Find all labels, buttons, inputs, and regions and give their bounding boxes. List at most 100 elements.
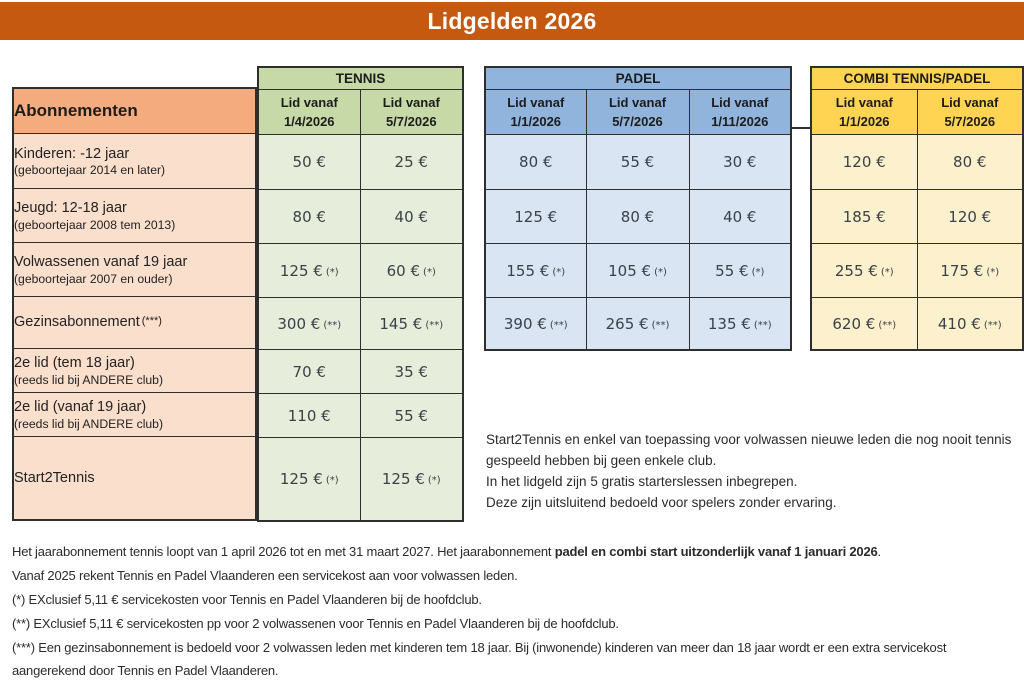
price-value: 60 € bbox=[386, 261, 421, 280]
membership-start-date: 5/7/2026 bbox=[385, 114, 437, 129]
price-value: 40 € bbox=[723, 207, 757, 226]
row-label: Volwassenen vanaf 19 jaar bbox=[14, 254, 188, 271]
membership-start-date: 1/11/2026 bbox=[711, 114, 769, 129]
row-label-cell: Start2Tennis bbox=[12, 436, 257, 521]
price-value: 80 € bbox=[292, 207, 326, 226]
price-value: 155 € bbox=[506, 261, 550, 280]
price-value: 120 € bbox=[842, 153, 886, 171]
price-value: 185 € bbox=[842, 207, 886, 226]
price-cell: 175 € (*) bbox=[916, 243, 1024, 298]
price-value: 175 € bbox=[940, 261, 984, 280]
price-cell: 125 € (*) bbox=[359, 437, 464, 522]
price-footnote-marker: (*) bbox=[325, 475, 339, 486]
price-cell: 410 € (**) bbox=[916, 297, 1024, 351]
price-value: 70 € bbox=[292, 362, 326, 381]
subscriptions-header-cell: Abonnementen bbox=[12, 87, 257, 134]
membership-start-date: 5/7/2026 bbox=[612, 114, 663, 129]
row-label: Start2Tennis bbox=[14, 469, 95, 486]
membership-start-date: 5/7/2026 bbox=[944, 114, 996, 129]
footer-paragraph: Vanaf 2025 rekent Tennis en Padel Vlaand… bbox=[12, 564, 1017, 587]
price-value: 80 € bbox=[519, 153, 553, 171]
price-footnote-marker: (**) bbox=[425, 319, 444, 331]
price-footnote-marker: (**) bbox=[323, 319, 342, 331]
membership-start-label: Lid vanaf bbox=[835, 95, 893, 110]
price-cell: 125 € (*) bbox=[257, 437, 361, 522]
price-value: 620 € bbox=[832, 314, 876, 333]
membership-start-label: Lid vanaf bbox=[280, 95, 338, 110]
row-label-cell: Kinderen: -12 jaar (geboortejaar 2014 en … bbox=[12, 133, 257, 189]
price-footnote-marker: (**) bbox=[549, 319, 568, 331]
combi-col-header-1: Lid vanaf 1/1/2026 bbox=[810, 89, 918, 135]
price-cell: 255 € (*) bbox=[810, 243, 918, 298]
footer-paragraph: Het jaarabonnement tennis loopt van 1 ap… bbox=[12, 540, 1017, 563]
footer-text: padel en combi start uitzonderlijk vanaf… bbox=[554, 544, 878, 559]
price-footnote-marker: (*) bbox=[880, 266, 894, 278]
price-cell: 40 € bbox=[688, 189, 792, 244]
tennis-price-table: TENNIS Lid vanaf 1/4/2026 Lid vanaf 5/7/2026… bbox=[257, 66, 465, 522]
row-sublabel: (reeds lid bij ANDERE club) bbox=[14, 416, 164, 431]
footer-paragraph: (***) Een gezinsabonnement is bedoeld vo… bbox=[12, 636, 1017, 682]
price-value: 135 € bbox=[707, 314, 751, 333]
footer-text: (**) EXclusief 5,11 € servicekosten pp v… bbox=[12, 616, 619, 631]
price-cell: 120 € bbox=[916, 189, 1024, 244]
row-label: 2e lid (tem 18 jaar) bbox=[14, 355, 135, 372]
page-title: Lidgelden 2026 bbox=[427, 7, 597, 34]
membership-start-date: 1/1/2026 bbox=[838, 114, 890, 129]
membership-start-date: 1/4/2026 bbox=[283, 114, 335, 129]
padel-group-header: PADEL bbox=[484, 66, 792, 90]
price-cell: 125 € bbox=[484, 189, 587, 244]
price-cell: 50 € bbox=[257, 134, 361, 190]
price-value: 110 € bbox=[287, 406, 331, 425]
price-cell: 80 € bbox=[916, 134, 1024, 190]
price-value: 120 € bbox=[948, 207, 992, 226]
tennis-col-header-2: Lid vanaf 5/7/2026 bbox=[359, 89, 464, 135]
price-value: 50 € bbox=[292, 153, 326, 171]
padel-col-header-1: Lid vanaf 1/1/2026 bbox=[484, 89, 587, 135]
price-cell: 105 € (*) bbox=[585, 243, 690, 298]
price-footnote-marker: (**) bbox=[983, 319, 1002, 331]
row-sublabel: (geboortejaar 2014 en later) bbox=[14, 163, 166, 178]
footer-text: (***) Een gezinsabonnement is bedoeld vo… bbox=[12, 640, 947, 678]
price-value: 55 € bbox=[394, 406, 428, 425]
row-label: Kinderen: -12 jaar bbox=[14, 145, 130, 162]
row-label-cell: Volwassenen vanaf 19 jaar (geboortejaar 2… bbox=[12, 242, 257, 297]
row-sublabel: (reeds lid bij ANDERE club) bbox=[14, 372, 164, 387]
price-footnote-marker: (**) bbox=[878, 319, 897, 331]
membership-start-date: 1/1/2026 bbox=[510, 114, 562, 129]
membership-start-label: Lid vanaf bbox=[507, 95, 565, 110]
row-label-note: (***) bbox=[141, 315, 162, 328]
row-label-cell: Jeugd: 12-18 jaar (geboortejaar 2008 tem … bbox=[12, 188, 257, 243]
price-cell: 390 € (**) bbox=[484, 297, 587, 351]
price-value: 125 € bbox=[514, 207, 558, 226]
price-value: 55 € bbox=[715, 261, 749, 280]
tennis-group-header: TENNIS bbox=[257, 66, 464, 90]
price-footnote-marker: (*) bbox=[325, 266, 339, 278]
grid-connector-line bbox=[790, 127, 812, 129]
row-label: Jeugd: 12-18 jaar bbox=[14, 200, 127, 217]
membership-start-label: Lid vanaf bbox=[941, 95, 999, 110]
price-value: 125 € bbox=[279, 261, 323, 280]
price-value: 35 € bbox=[394, 362, 428, 381]
price-value: 40 € bbox=[394, 207, 428, 226]
price-cell: 135 € (**) bbox=[688, 297, 792, 351]
start2tennis-note: Start2Tennis en enkel van toepassing voo… bbox=[486, 429, 1021, 513]
price-cell: 620 € (**) bbox=[810, 297, 918, 351]
price-footnote-marker: (*) bbox=[751, 266, 765, 278]
price-value: 125 € bbox=[279, 470, 323, 488]
row-label-cell: Gezinsabonnement (***) bbox=[12, 296, 257, 349]
subscriptions-label-table: Abonnementen Kinderen: -12 jaar (geboortej… bbox=[12, 87, 257, 521]
footer-paragraph: (**) EXclusief 5,11 € servicekosten pp v… bbox=[12, 612, 1017, 635]
padel-col-header-2: Lid vanaf 5/7/2026 bbox=[585, 89, 690, 135]
combi-col-header-2: Lid vanaf 5/7/2026 bbox=[916, 89, 1024, 135]
price-cell: 110 € bbox=[257, 393, 361, 438]
price-cell: 300 € (**) bbox=[257, 297, 361, 350]
combi-group-header: COMBI TENNIS/PADEL bbox=[810, 66, 1024, 90]
price-value: 105 € bbox=[608, 261, 652, 280]
price-cell: 80 € bbox=[585, 189, 690, 244]
price-footnote-marker: (**) bbox=[651, 319, 670, 331]
price-cell: 80 € bbox=[257, 189, 361, 244]
price-cell: 185 € bbox=[810, 189, 918, 244]
price-value: 25 € bbox=[394, 153, 428, 171]
price-cell: 125 € (*) bbox=[257, 243, 361, 298]
